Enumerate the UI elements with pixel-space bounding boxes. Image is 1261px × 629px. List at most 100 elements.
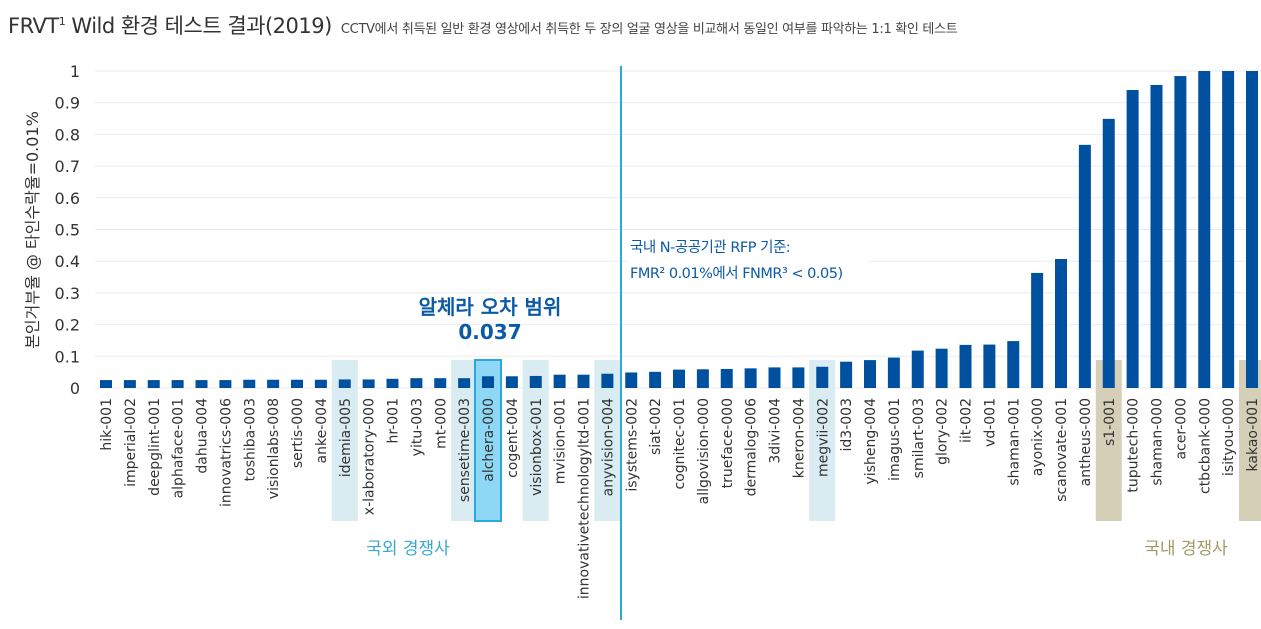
title-main: FRVT1 Wild 환경 테스트 결과(2019) (8, 14, 332, 38)
bar-anyvision-004 (601, 373, 614, 388)
x-tick-label: sertis-000 (290, 398, 306, 468)
bar-glory-002 (935, 348, 948, 388)
y-axis-label: 본인거부율 @ 타인수락율=0.01% (23, 111, 42, 349)
x-tick-label: hik-001 (99, 398, 115, 451)
title-frvt: FRVT (8, 14, 59, 38)
chart-title: FRVT1 Wild 환경 테스트 결과(2019) CCTV에서 취득된 일반… (8, 10, 958, 40)
x-tick-label: imagus-001 (887, 398, 903, 481)
x-tick-label: 3divi-004 (768, 398, 784, 464)
y-tick-label: 0.8 (55, 125, 80, 144)
bar-antheus-000 (1078, 144, 1091, 388)
bar-deepglint-001 (147, 380, 160, 388)
bar-sertis-000 (291, 379, 303, 388)
bar-shaman-000 (1150, 84, 1163, 388)
bar-id3-003 (840, 361, 853, 388)
x-tick-label: ctbcbank-000 (1197, 398, 1213, 494)
x-tick-label: x-laboratory-000 (362, 398, 378, 515)
x-tick-label: ayonix-000 (1030, 398, 1046, 476)
bars (100, 71, 1258, 389)
bar-yitu-003 (410, 378, 423, 388)
x-tick-label: alphaface-001 (171, 398, 187, 498)
x-tick-label: cogent-004 (505, 398, 521, 478)
x-tick-label: anyvision-004 (600, 398, 616, 496)
domestic-highlight (1239, 360, 1261, 521)
x-tick-label: antheus-000 (1078, 398, 1094, 486)
x-tick-label: kakao-001 (1245, 398, 1261, 471)
y-tick-label: 0 (70, 379, 80, 398)
bar-iit-002 (959, 344, 972, 388)
bar-megvii-002 (816, 366, 829, 388)
x-tick-label: hr-001 (386, 398, 402, 444)
y-tick-label: 0.2 (55, 316, 80, 335)
x-tick-label: sensetime-003 (457, 398, 473, 502)
x-tick-label: visionlabs-008 (266, 398, 282, 499)
bar-3divi-004 (768, 367, 781, 388)
x-tick-label: trueface-000 (720, 398, 736, 488)
domestic-competitors-label: 국내 경쟁사 (1144, 539, 1228, 559)
bar-dahua-004 (195, 380, 208, 388)
bar-cognitec-001 (673, 369, 685, 388)
bar-ctbcbank-000 (1198, 71, 1211, 388)
x-tick-label: s1-001 (1102, 398, 1118, 446)
x-tick-label: yitu-003 (409, 398, 425, 456)
y-tick-label: 0.1 (55, 347, 80, 366)
x-tick-label: imperial-002 (123, 398, 139, 487)
x-tick-label: tuputech-000 (1126, 398, 1142, 493)
bar-imagus-001 (887, 357, 900, 388)
x-tick-label: id3-003 (839, 398, 855, 451)
bar-ayonix-000 (1031, 272, 1044, 388)
title-rest: Wild 환경 테스트 결과(2019) (65, 14, 332, 38)
x-tick-label: shaman-000 (1150, 398, 1166, 486)
x-tick-label: smilart-003 (911, 398, 927, 478)
x-tick-label: isityou-000 (1221, 398, 1237, 476)
x-tick-label: anke-004 (314, 398, 330, 464)
bar-hr-001 (386, 378, 399, 388)
bar-visionlabs-008 (267, 379, 280, 388)
bar-vd-001 (983, 344, 996, 388)
x-tick-label: innovativetechnologyltd-001 (577, 398, 593, 599)
bar-mvision-001 (553, 374, 566, 388)
bar-sensetime-003 (458, 378, 471, 388)
bar-isityou-000 (1222, 71, 1235, 388)
alchera-annotation-line1: 알체라 오차 범위 (419, 295, 562, 319)
x-tick-label: scanovate-001 (1054, 398, 1070, 502)
bar-yisheng-004 (864, 360, 876, 388)
x-tick-label: shaman-001 (1006, 398, 1022, 486)
bar-kneron-004 (792, 367, 805, 388)
y-tick-label: 0.9 (55, 94, 80, 113)
rfp-annotation-line1: 국내 N-공공기관 RFP 기준: (630, 239, 790, 256)
bar-siat-002 (649, 371, 662, 388)
x-tick-label: deepglint-001 (147, 398, 163, 496)
foreign-competitors-label: 국외 경쟁사 (366, 539, 450, 559)
x-tick-label: mt-000 (433, 398, 449, 449)
x-tick-label: allgovision-000 (696, 398, 712, 504)
x-tick-label: toshiba-003 (242, 398, 258, 481)
rfp-annotation-bg (628, 232, 868, 290)
x-tick-label: glory-002 (935, 398, 951, 465)
bar-smilart-003 (911, 350, 924, 388)
bar-tuputech-000 (1126, 90, 1139, 389)
x-tick-label: siat-002 (648, 398, 664, 455)
bar-imperial-002 (123, 380, 136, 388)
y-tick-label: 0.7 (55, 157, 80, 176)
bar-allgovision-000 (696, 369, 709, 388)
bar-toshiba-003 (243, 379, 256, 388)
title-footnote: 1 (58, 15, 66, 28)
bar-alphaface-001 (171, 380, 184, 388)
bar-kakao-001 (1246, 71, 1258, 388)
bar-innovatrics-006 (219, 380, 232, 388)
bar-dermalog-006 (744, 368, 757, 388)
bar-scanovate-001 (1055, 258, 1067, 388)
chart-subtitle: CCTV에서 취득된 일반 환경 영상에서 취득한 두 장의 얼굴 영상을 비교… (340, 22, 958, 37)
bar-idemia-005 (338, 379, 351, 388)
y-tick-label: 0.4 (55, 252, 80, 271)
x-tick-label: cognitec-001 (672, 398, 688, 490)
y-tick-label: 1 (70, 62, 80, 81)
bar-anke-004 (314, 379, 327, 388)
y-tick-label: 0.5 (55, 221, 80, 240)
bar-isystems-002 (625, 372, 638, 388)
bar-acer-000 (1174, 76, 1187, 389)
x-tick-label: mvision-001 (553, 398, 569, 484)
bar-mt-000 (434, 378, 447, 388)
